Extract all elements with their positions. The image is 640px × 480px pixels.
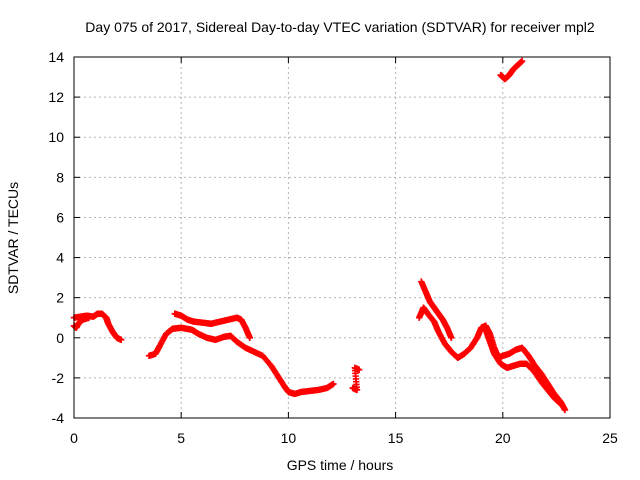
series-lower-track-evening-b: [482, 326, 564, 408]
y-tick-label: 6: [56, 209, 64, 225]
data-point: [85, 314, 93, 321]
data-point: [355, 366, 363, 374]
y-tick-label: 4: [56, 250, 64, 266]
x-tick-label: 5: [177, 430, 185, 446]
grid-lines: [74, 57, 610, 418]
y-tick-label: -2: [52, 370, 65, 386]
series-lower-track-evening: [415, 304, 569, 414]
data-point: [557, 400, 564, 408]
x-tick-label: 25: [602, 430, 618, 446]
plot-frame: [73, 56, 611, 419]
series-high-values: [497, 57, 526, 83]
data-point: [561, 406, 569, 414]
series-isolated-13h: [349, 364, 363, 394]
y-tick-label: 10: [48, 129, 64, 145]
series-upper-track-morning: [171, 310, 254, 341]
y-tick-label: 12: [48, 89, 64, 105]
series-upper-track-early: [70, 310, 125, 343]
y-axis-ticks: -4 -2 0 2 4 6 8 10 12 14: [48, 49, 610, 426]
y-tick-label: -4: [52, 410, 65, 426]
series-lower-track-morning: [145, 324, 337, 398]
y-tick-label: 0: [56, 330, 64, 346]
y-axis-label: SDTVAR / TECUs: [5, 182, 21, 294]
series-lower-track-early: [70, 314, 93, 331]
data-point: [448, 334, 455, 341]
y-tick-label: 8: [56, 169, 64, 185]
data-point: [330, 380, 337, 388]
data-points: [70, 57, 569, 414]
chart-title: Day 075 of 2017, Sidereal Day-to-day VTE…: [85, 19, 595, 35]
series-upper-track-evening: [418, 278, 455, 341]
data-point: [246, 334, 254, 341]
data-point: [518, 57, 526, 65]
x-tick-label: 15: [388, 430, 404, 446]
x-axis-label: GPS time / hours: [287, 457, 394, 473]
x-tick-label: 10: [281, 430, 297, 446]
data-point: [117, 336, 125, 343]
y-tick-label: 2: [56, 290, 64, 306]
y-tick-label: 14: [48, 49, 64, 65]
x-tick-label: 20: [495, 430, 511, 446]
x-tick-label: 0: [70, 430, 78, 446]
x-axis-ticks: 0 5 10 15 20 25: [70, 57, 618, 446]
